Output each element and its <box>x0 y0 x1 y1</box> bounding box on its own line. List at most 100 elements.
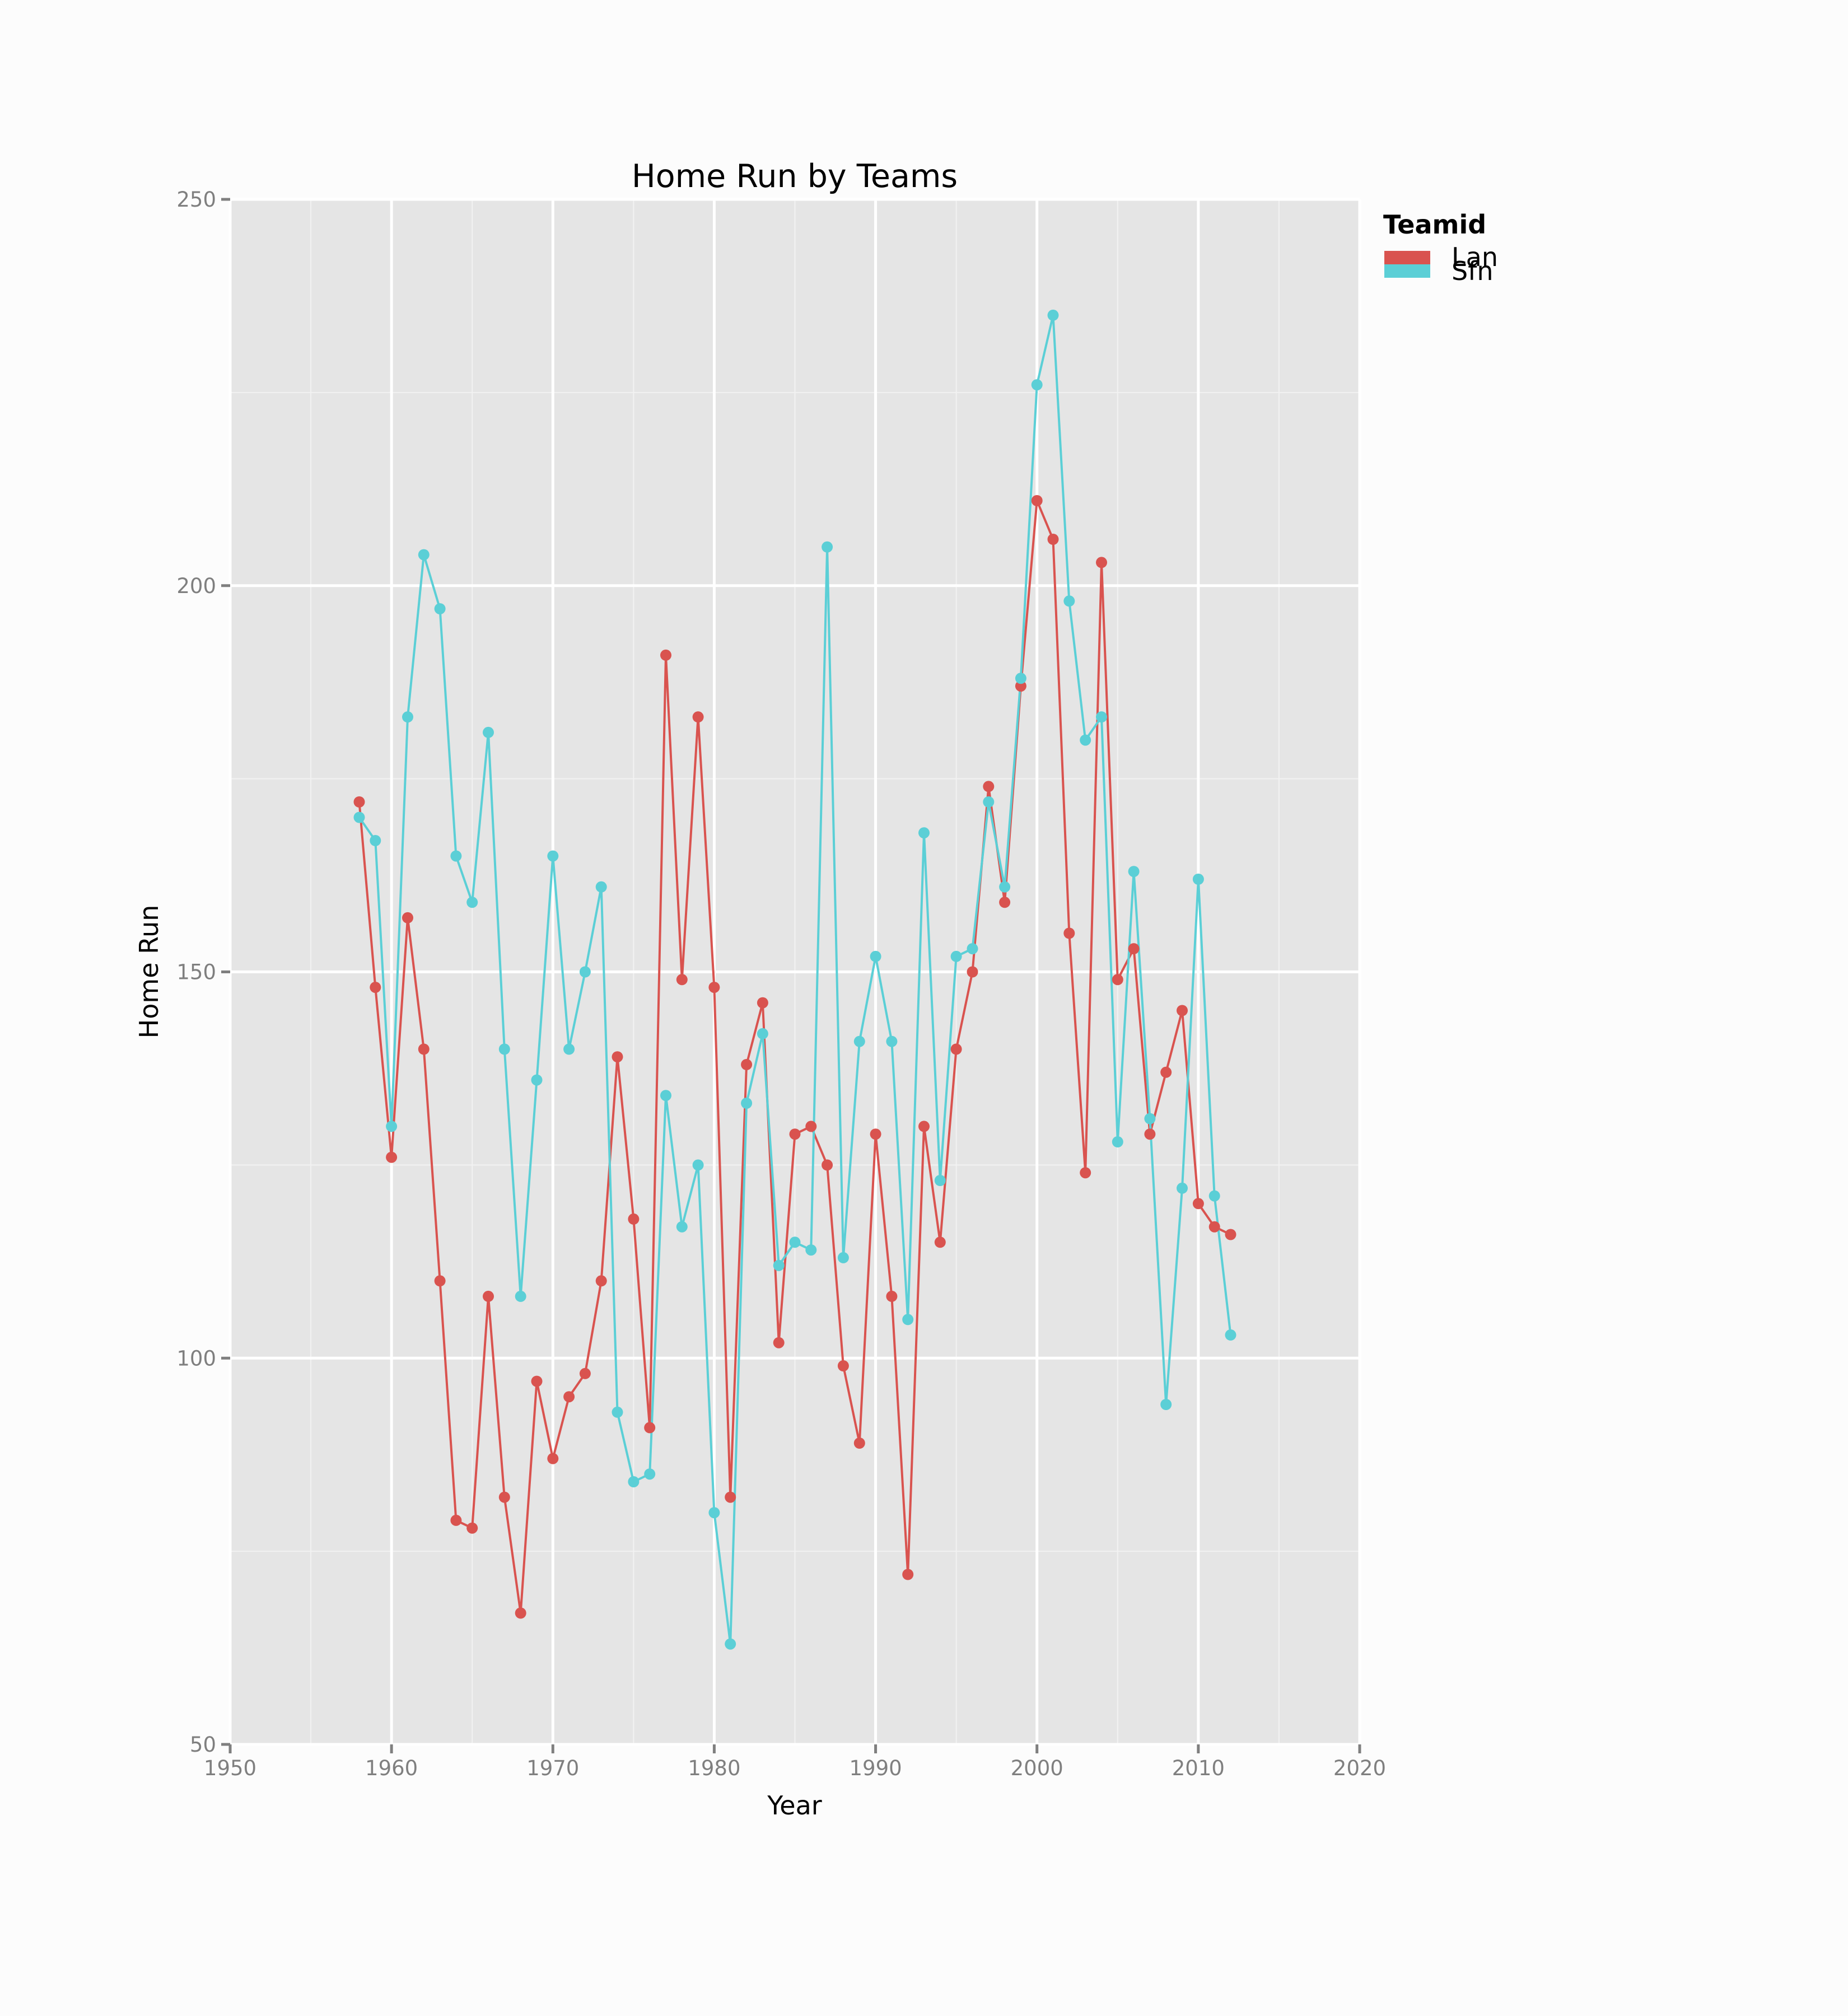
data-point-sfn <box>579 966 591 978</box>
data-point-lan <box>547 1453 559 1464</box>
data-point-lan <box>741 1059 753 1070</box>
data-point-sfn <box>547 850 559 862</box>
y-tick-label: 250 <box>176 188 216 212</box>
data-point-sfn <box>563 1043 575 1055</box>
data-point-lan <box>612 1051 623 1063</box>
x-tick-label: 2020 <box>1333 1756 1386 1780</box>
data-point-lan <box>1192 1198 1204 1210</box>
data-point-lan <box>660 649 671 661</box>
data-point-sfn <box>1096 711 1107 723</box>
data-point-sfn <box>1177 1182 1188 1194</box>
data-point-lan <box>1031 495 1043 506</box>
data-point-lan <box>934 1236 946 1248</box>
data-point-lan <box>886 1290 898 1302</box>
data-point-lan <box>579 1368 591 1379</box>
data-point-lan <box>918 1121 930 1132</box>
data-point-sfn <box>498 1043 510 1055</box>
axes: 1950 1960 1970 1980 1990 2000 2010 2020 50 100 150… <box>176 188 1386 1780</box>
x-tick-label: 1960 <box>365 1756 418 1780</box>
data-point-sfn <box>1192 874 1204 885</box>
data-point-lan <box>789 1128 801 1140</box>
data-point-sfn <box>1112 1136 1123 1147</box>
data-point-sfn <box>676 1221 688 1233</box>
data-point-lan <box>967 966 978 978</box>
data-point-lan <box>1080 1167 1091 1179</box>
data-point-sfn <box>450 850 462 862</box>
data-point-lan <box>1128 943 1140 955</box>
data-point-sfn <box>1080 734 1091 746</box>
data-point-sfn <box>725 1638 736 1650</box>
y-axis-title: Home Run <box>134 905 164 1039</box>
data-point-sfn <box>353 811 365 823</box>
data-point-lan <box>418 1043 430 1055</box>
data-point-sfn <box>483 726 494 738</box>
data-point-lan <box>902 1569 914 1580</box>
data-point-sfn <box>789 1236 801 1248</box>
legend-label-sfn: Sfn <box>1452 256 1494 286</box>
data-point-sfn <box>773 1259 785 1271</box>
data-point-sfn <box>595 881 607 893</box>
data-point-lan <box>1225 1229 1236 1240</box>
data-point-lan <box>805 1121 817 1132</box>
data-point-sfn <box>999 881 1011 893</box>
data-point-sfn <box>886 1035 898 1047</box>
data-point-lan <box>708 982 720 993</box>
data-point-sfn <box>466 897 478 908</box>
y-tick-label: 100 <box>176 1346 216 1370</box>
data-point-lan <box>1177 1005 1188 1016</box>
data-point-sfn <box>708 1507 720 1519</box>
y-tick-label: 50 <box>190 1733 216 1757</box>
legend-label-lan: Lan <box>1452 242 1498 272</box>
data-point-lan <box>386 1151 398 1163</box>
data-point-sfn <box>805 1244 817 1256</box>
data-point-sfn <box>660 1090 671 1102</box>
data-point-lan <box>1047 534 1059 545</box>
data-point-lan <box>757 997 768 1009</box>
data-point-sfn <box>741 1098 753 1109</box>
data-point-sfn <box>1160 1399 1172 1410</box>
data-point-lan <box>1160 1066 1172 1078</box>
data-point-sfn <box>1063 595 1075 607</box>
data-point-lan <box>498 1491 510 1503</box>
data-point-lan <box>483 1290 494 1302</box>
x-tick-label: 1950 <box>204 1756 256 1780</box>
legend: Teamid Lan Sfn <box>1383 209 1498 286</box>
data-point-lan <box>628 1213 640 1225</box>
data-point-lan <box>1112 974 1123 986</box>
data-point-sfn <box>822 541 833 553</box>
data-point-lan <box>1096 557 1107 568</box>
data-point-sfn <box>1047 309 1059 321</box>
data-point-lan <box>515 1607 526 1619</box>
legend-title: Teamid <box>1383 209 1486 240</box>
data-point-lan <box>999 897 1011 908</box>
data-point-sfn <box>370 835 381 846</box>
data-point-sfn <box>853 1035 865 1047</box>
data-point-sfn <box>1128 866 1140 878</box>
data-point-sfn <box>386 1121 398 1132</box>
data-point-sfn <box>418 549 430 561</box>
data-point-lan <box>370 982 381 993</box>
data-point-sfn <box>1031 379 1043 391</box>
data-point-sfn <box>757 1028 768 1039</box>
data-point-sfn <box>934 1175 946 1186</box>
data-point-lan <box>837 1360 849 1371</box>
chart-title: Home Run by Teams <box>632 158 958 195</box>
data-point-sfn <box>515 1290 526 1302</box>
legend-key-sfn <box>1384 264 1430 278</box>
legend-key-lan <box>1384 251 1430 264</box>
data-point-lan <box>450 1514 462 1526</box>
data-point-lan <box>773 1337 785 1348</box>
data-point-lan <box>950 1043 962 1055</box>
data-point-sfn <box>644 1468 656 1480</box>
data-point-sfn <box>950 950 962 962</box>
y-tick-label: 150 <box>176 960 216 984</box>
data-point-sfn <box>531 1074 543 1086</box>
data-point-sfn <box>1208 1190 1220 1202</box>
data-point-lan <box>822 1159 833 1171</box>
data-point-lan <box>853 1438 865 1449</box>
data-point-lan <box>870 1128 881 1140</box>
data-point-lan <box>1208 1221 1220 1233</box>
data-point-lan <box>1144 1128 1156 1140</box>
data-point-lan <box>1015 680 1026 692</box>
